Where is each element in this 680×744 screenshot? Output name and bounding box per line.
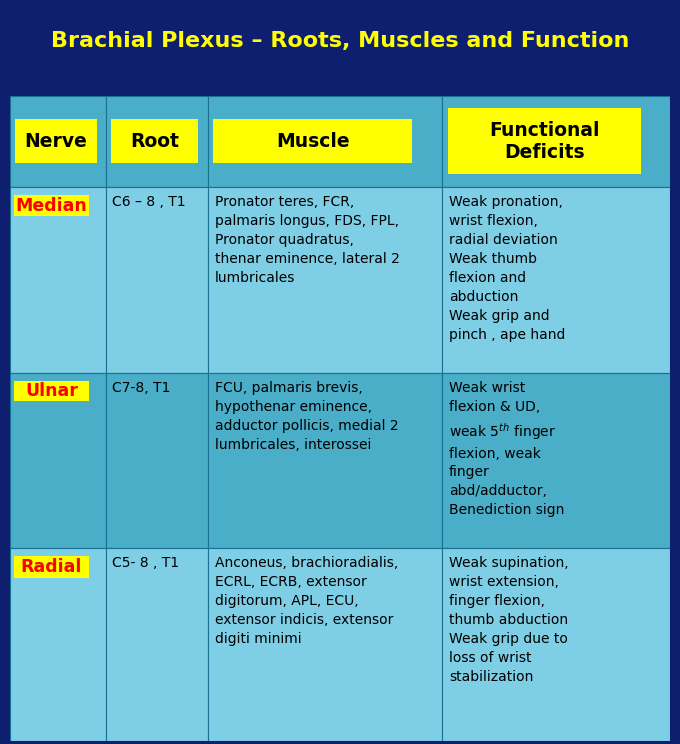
Text: Nerve: Nerve — [24, 132, 88, 151]
Text: C5- 8 , T1: C5- 8 , T1 — [112, 557, 180, 570]
Bar — [442, 373, 670, 548]
Bar — [106, 187, 208, 373]
Text: FCU, palmaris brevis,
hypothenar eminence,
adductor pollicis, medial 2
lumbrical: FCU, palmaris brevis, hypothenar eminenc… — [215, 381, 398, 452]
Text: Pronator teres, FCR,
palmaris longus, FDS, FPL,
Pronator quadratus,
thenar emine: Pronator teres, FCR, palmaris longus, FD… — [215, 195, 400, 285]
Bar — [442, 187, 670, 373]
Text: Weak wrist
flexion & UD,
weak 5$^{th}$ finger
flexion, weak
finger
abd/adductor,: Weak wrist flexion & UD, weak 5$^{th}$ f… — [449, 381, 564, 517]
Text: Functional
Deficits: Functional Deficits — [489, 121, 600, 162]
Text: C6 – 8 , T1: C6 – 8 , T1 — [112, 195, 186, 209]
Bar — [208, 187, 442, 373]
Text: Muscle: Muscle — [276, 132, 350, 151]
Text: Weak pronation,
wrist flexion,
radial deviation
Weak thumb
flexion and
abduction: Weak pronation, wrist flexion, radial de… — [449, 195, 565, 341]
Text: Weak supination,
wrist extension,
finger flexion,
thumb abduction
Weak grip due : Weak supination, wrist extension, finger… — [449, 557, 568, 684]
Bar — [111, 120, 198, 164]
Bar — [106, 373, 208, 548]
Bar — [214, 120, 412, 164]
Bar — [10, 187, 106, 373]
Bar — [442, 95, 670, 187]
Bar — [10, 95, 106, 187]
Bar — [14, 557, 89, 578]
Bar — [208, 95, 442, 187]
Text: Root: Root — [130, 132, 179, 151]
Bar — [10, 373, 106, 548]
Bar — [14, 381, 89, 401]
Text: C7-8, T1: C7-8, T1 — [112, 381, 171, 395]
Text: Median: Median — [16, 196, 87, 214]
Text: Anconeus, brachioradialis,
ECRL, ECRB, extensor
digitorum, APL, ECU,
extensor in: Anconeus, brachioradialis, ECRL, ECRB, e… — [215, 557, 398, 646]
Bar — [208, 373, 442, 548]
Text: Brachial Plexus – Roots, Muscles and Function: Brachial Plexus – Roots, Muscles and Fun… — [51, 31, 629, 51]
Bar — [14, 195, 89, 217]
Bar — [10, 548, 106, 741]
Bar — [447, 109, 641, 174]
Text: Ulnar: Ulnar — [25, 382, 78, 400]
Bar — [106, 548, 208, 741]
Text: Radial: Radial — [21, 558, 82, 576]
Bar — [442, 548, 670, 741]
Bar — [16, 120, 97, 164]
Bar — [208, 548, 442, 741]
Bar — [106, 95, 208, 187]
